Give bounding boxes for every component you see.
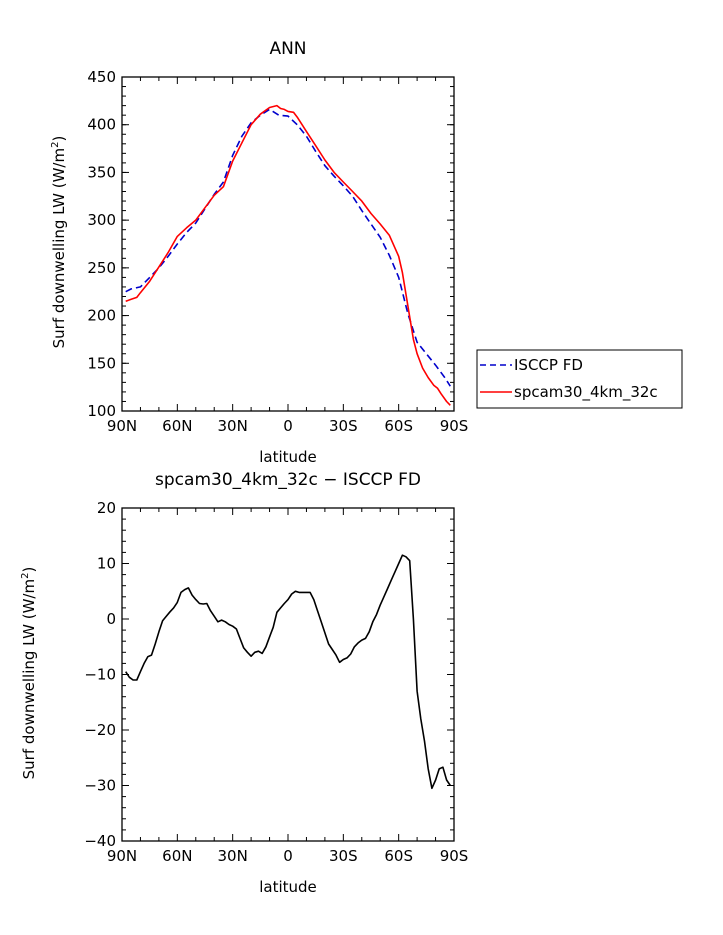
bottom-x-tick-label: 0 — [283, 847, 293, 865]
top-y-tick-label: 350 — [87, 163, 116, 181]
top-panel-ylabel-close: ) — [50, 136, 68, 142]
legend: ISCCP FD spcam30_4km_32c — [476, 349, 683, 409]
bottom-x-tick-label: 90N — [107, 847, 137, 865]
top-panel-title: ANN — [269, 39, 306, 59]
top-x-tick-label: 90N — [107, 417, 137, 435]
top-panel: ANN latitude Surf downwelling LW (W/m2) … — [50, 39, 468, 466]
bottom-x-tick-label: 30N — [218, 847, 248, 865]
top-series-line-1 — [125, 104, 451, 406]
top-y-tick-label: 300 — [87, 211, 116, 229]
bottom-panel-ylabel: Surf downwelling LW (W/m2) — [20, 567, 38, 780]
top-panel-ylabel-base: Surf downwelling LW (W/m — [50, 148, 68, 348]
bottom-panel-ylabel-base: Surf downwelling LW (W/m — [20, 579, 38, 779]
bottom-y-tick-label: 20 — [97, 499, 116, 517]
top-plot-frame — [121, 76, 455, 412]
bottom-y-tick-label: −30 — [84, 777, 116, 795]
top-panel-ylabel-sup: 2 — [50, 142, 61, 148]
bottom-y-tick-label: −20 — [84, 721, 116, 739]
top-y-tick-label: 200 — [87, 307, 116, 325]
top-x-tick-label: 0 — [283, 417, 293, 435]
top-series-line-0 — [125, 108, 451, 387]
top-y-tick-label: 450 — [87, 68, 116, 86]
bottom-panel-ylabel-close: ) — [20, 567, 38, 573]
top-x-tick-label: 60S — [384, 417, 413, 435]
legend-label-spcam: spcam30_4km_32c — [514, 383, 658, 402]
bottom-panel-ylabel-sup: 2 — [20, 573, 31, 579]
bottom-x-tick-label: 60S — [384, 847, 413, 865]
top-panel-ylabel: Surf downwelling LW (W/m2) — [50, 136, 68, 349]
bottom-x-tick-label: 90S — [440, 847, 469, 865]
bottom-panel-title: spcam30_4km_32c − ISCCP FD — [155, 470, 421, 490]
bottom-series-line-0 — [125, 554, 451, 790]
top-x-tick-label: 90S — [440, 417, 469, 435]
top-x-tick-label: 60N — [162, 417, 192, 435]
bottom-x-tick-label: 30S — [329, 847, 358, 865]
top-x-tick-label: 30S — [329, 417, 358, 435]
bottom-y-tick-label: 0 — [106, 610, 116, 628]
legend-label-isccp: ISCCP FD — [514, 356, 583, 374]
bottom-y-tick-label: −40 — [84, 832, 116, 850]
top-y-tick-label: 400 — [87, 116, 116, 134]
bottom-panel-xlabel: latitude — [259, 878, 317, 896]
legend-box — [476, 349, 683, 409]
top-x-tick-label: 30N — [218, 417, 248, 435]
top-y-tick-label: 100 — [87, 402, 116, 420]
bottom-plot-frame — [121, 507, 455, 842]
top-y-tick-label: 250 — [87, 259, 116, 277]
top-panel-xlabel: latitude — [259, 448, 317, 466]
bottom-y-tick-label: 10 — [97, 555, 116, 573]
top-y-tick-label: 150 — [87, 354, 116, 372]
bottom-x-tick-label: 60N — [162, 847, 192, 865]
bottom-y-tick-label: −10 — [84, 666, 116, 684]
bottom-panel: spcam30_4km_32c − ISCCP FD latitude Surf… — [20, 470, 468, 896]
